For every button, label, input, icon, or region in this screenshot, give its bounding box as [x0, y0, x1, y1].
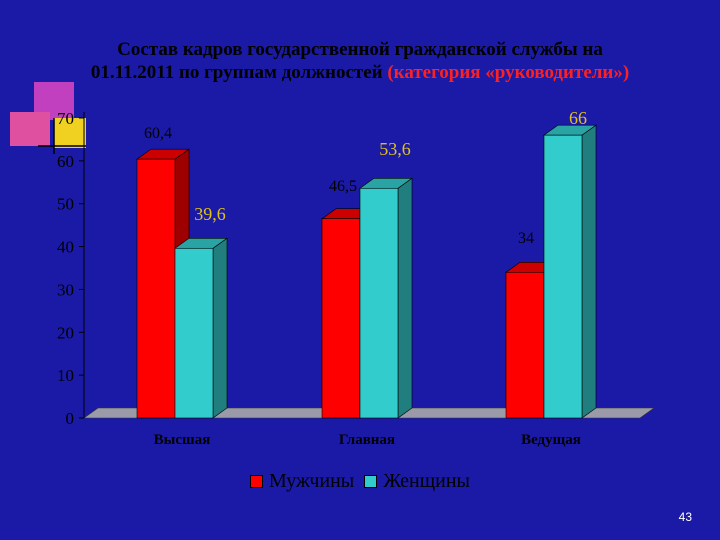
- chart-legend: Мужчины Женщины: [0, 470, 720, 493]
- title-line-2: 01.11.2011 по группам должностей (катего…: [0, 61, 720, 84]
- deco-square-pink: [10, 112, 50, 146]
- legend-item-men: Мужчины: [250, 470, 354, 493]
- data-label: 39,6: [194, 204, 226, 224]
- y-tick-label: 60: [57, 152, 74, 171]
- y-tick-label: 20: [57, 323, 74, 342]
- data-label: 34: [518, 230, 534, 247]
- bar: [359, 187, 399, 419]
- y-tick-label: 10: [57, 366, 74, 385]
- title-line-2-highlight: (категория «руководители»): [387, 62, 630, 83]
- legend-item-women: Женщины: [364, 470, 470, 493]
- data-label: 60,4: [144, 125, 172, 142]
- slide-number: 43: [678, 510, 692, 524]
- deco-square-yellow: [54, 118, 86, 148]
- slide-title: Состав кадров государственной гражданско…: [0, 38, 720, 84]
- bar: [136, 158, 176, 419]
- x-category-label: Главная: [339, 432, 395, 448]
- legend-label-women: Женщины: [383, 470, 470, 492]
- title-line-2-main: 01.11.2011 по группам должностей: [90, 62, 388, 83]
- bar-side: [212, 237, 228, 419]
- bar-side: [397, 177, 413, 419]
- x-category-label: Высшая: [154, 432, 211, 448]
- y-tick-label: 40: [57, 238, 74, 257]
- y-tick-label: 0: [66, 409, 75, 428]
- bar: [543, 134, 583, 419]
- bar-side: [581, 124, 597, 419]
- y-tick-label: 70: [57, 109, 74, 128]
- bar: [321, 218, 361, 419]
- data-label: 46,5: [329, 178, 357, 195]
- y-tick-label: 30: [57, 280, 74, 299]
- y-tick-label: 50: [57, 195, 74, 214]
- title-line-1: Состав кадров государственной гражданско…: [117, 39, 603, 60]
- legend-label-men: Мужчины: [269, 470, 355, 492]
- bar: [505, 271, 545, 419]
- x-category-label: Ведущая: [521, 432, 581, 448]
- data-label: 53,6: [379, 139, 411, 159]
- legend-swatch-women: [364, 475, 378, 488]
- bar: [174, 247, 214, 419]
- data-label: 66: [569, 108, 587, 128]
- legend-swatch-men: [250, 475, 263, 488]
